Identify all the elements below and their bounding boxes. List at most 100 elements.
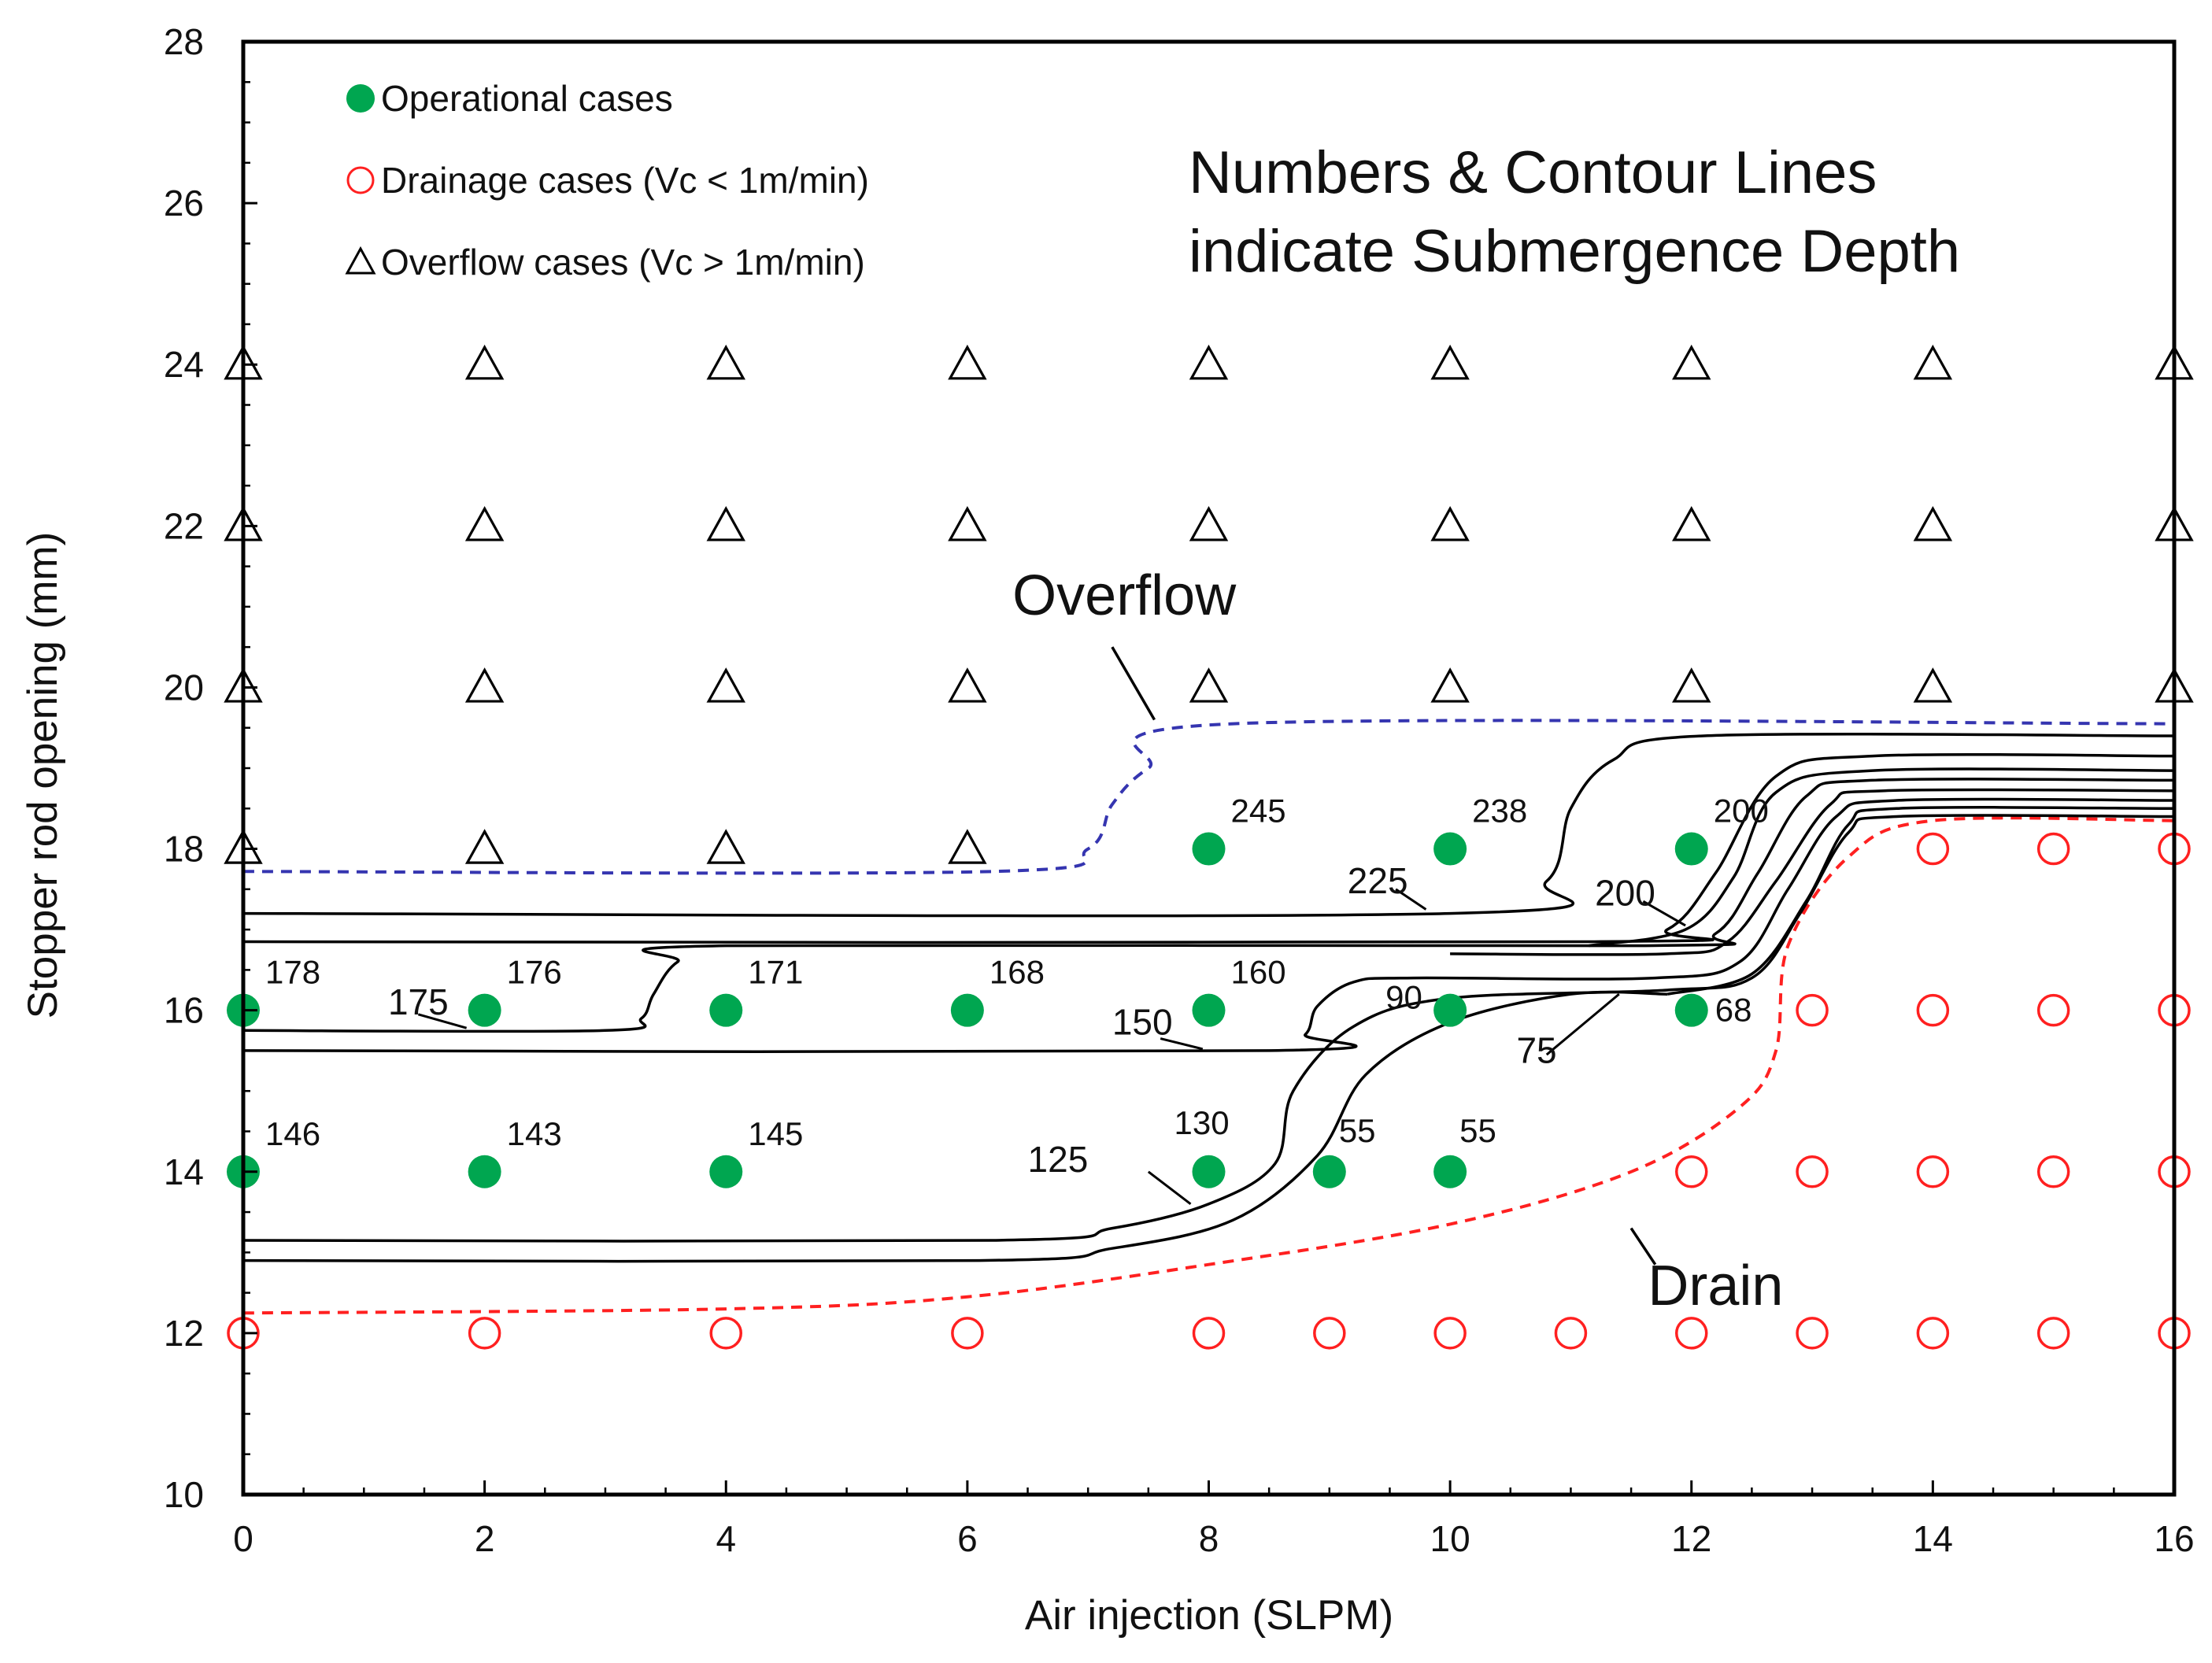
boundary-lines: Overflow Drain [242, 564, 2175, 1317]
drainage-point [1554, 1317, 1588, 1350]
drainage-point [1916, 993, 1950, 1027]
drain-region-label: Drain [1648, 1255, 1783, 1317]
x-tick-label: 12 [1671, 1518, 1711, 1559]
legend-operational-label: Operational cases [381, 78, 673, 119]
contour-pointer-75 [1545, 993, 1620, 1056]
overflow-point [706, 667, 745, 703]
contour-line-unlabeled-8 [242, 990, 1668, 1263]
overflow-point [706, 344, 745, 380]
y-tick-label: 16 [164, 990, 204, 1031]
operational-point [709, 993, 743, 1027]
overflow-point [1430, 344, 1470, 380]
drainage-point [2036, 1155, 2070, 1188]
x-tick-label: 6 [957, 1518, 978, 1559]
operational-point [709, 1155, 743, 1188]
contour-line-125 [242, 814, 2175, 1243]
overflow-point [464, 829, 505, 864]
drainage-point [1916, 1317, 1950, 1350]
contour-line-225 [242, 732, 2175, 918]
operational-point [1192, 993, 1226, 1027]
operational-point-label: 245 [1231, 793, 1286, 830]
overflow-point [464, 667, 505, 703]
overflow-point [1672, 506, 1711, 541]
overflow-point [1189, 506, 1229, 541]
operational-point-label: 143 [507, 1115, 562, 1152]
contour-line-175 [242, 778, 2175, 1033]
contour-pointer-150 [1160, 1037, 1204, 1051]
drainage-point [1796, 1317, 1829, 1350]
operational-point-label: 146 [265, 1115, 320, 1152]
y-tick-label: 18 [164, 829, 204, 870]
overflow-point [1430, 667, 1470, 703]
overflow-point [464, 344, 505, 380]
y-tick-label: 24 [164, 344, 204, 385]
y-tick-label: 14 [164, 1151, 204, 1192]
drainage-point [1192, 1317, 1226, 1350]
overflow-point [1913, 344, 1953, 380]
drainage-point [1916, 832, 1950, 866]
y-tick-label: 22 [164, 505, 204, 546]
legend: Operational cases Drainage cases (Vc < 1m… [345, 78, 869, 283]
operational-point-label: 55 [1339, 1112, 1376, 1149]
contour-pointer-200 [1642, 900, 1686, 927]
overflow-region-label: Overflow [1012, 564, 1237, 627]
x-tick-label: 8 [1199, 1518, 1219, 1559]
y-tick-label: 28 [164, 21, 204, 62]
overflow-point [706, 829, 745, 864]
contour-line-unlabeled-4 [1450, 788, 2175, 956]
contour-label-150: 150 [1112, 1001, 1173, 1042]
operational-point [1674, 993, 1708, 1027]
operational-point-label: 130 [1174, 1104, 1230, 1141]
y-tick-label: 26 [164, 183, 204, 224]
contour-pointer-175 [417, 1013, 468, 1029]
operational-point [1433, 993, 1467, 1027]
point-labels: 178 176 171 168 160 90 68 146 143 145 130 55 55 245 23… [265, 793, 1769, 1152]
overflow-point [1430, 506, 1470, 541]
drainage-point [2036, 832, 2070, 866]
contour-line-150 [242, 797, 2175, 1054]
operational-point-label: 55 [1459, 1112, 1496, 1149]
legend-operational-marker [346, 84, 375, 113]
drainage-point [468, 1317, 501, 1350]
operational-point [950, 993, 984, 1027]
operational-point [468, 993, 501, 1027]
overflow-point [1672, 344, 1711, 380]
operational-point-label: 238 [1472, 793, 1527, 830]
contour-pointer-125 [1147, 1170, 1192, 1205]
x-tick-label: 4 [716, 1518, 736, 1559]
overflow-point [1913, 667, 1953, 703]
overflow-point [1913, 506, 1953, 541]
legend-overflow-label: Overflow cases (Vc > 1m/min) [381, 242, 865, 283]
contour-label-200: 200 [1595, 872, 1655, 913]
contour-label-75: 75 [1516, 1029, 1556, 1070]
overflow-point [1189, 344, 1229, 380]
drainage-point [1433, 1317, 1467, 1350]
operational-point-label: 145 [748, 1115, 803, 1152]
overflow-point [948, 829, 987, 864]
contour-line-200 [1589, 767, 2175, 948]
contour-label-125: 125 [1028, 1139, 1089, 1180]
drainage-point [709, 1317, 742, 1350]
x-tick-label: 0 [233, 1518, 253, 1559]
legend-drainage-label: Drainage cases (Vc < 1m/min) [381, 160, 869, 201]
legend-overflow-marker [345, 246, 376, 275]
operational-point [1433, 1155, 1467, 1188]
operational-point [1312, 1155, 1346, 1188]
overflow-point [948, 344, 987, 380]
contour-lines: 225 200 175 150 125 75 [242, 732, 2175, 1263]
operational-point [1192, 1155, 1226, 1188]
overflow-pointer-line [1111, 646, 1156, 721]
x-tick-label: 10 [1430, 1518, 1470, 1559]
operational-point [1674, 832, 1708, 866]
drain-boundary-line [242, 816, 2175, 1315]
contour-line-unlabeled-1 [242, 752, 2175, 944]
overflow-point [948, 506, 987, 541]
drainage-point [1675, 1155, 1708, 1188]
x-tick-label: 16 [2154, 1518, 2194, 1559]
x-tick-label: 2 [475, 1518, 495, 1559]
drainage-point [1796, 993, 1829, 1027]
drainage-point [1916, 1155, 1950, 1188]
operational-point-label: 90 [1385, 979, 1422, 1016]
